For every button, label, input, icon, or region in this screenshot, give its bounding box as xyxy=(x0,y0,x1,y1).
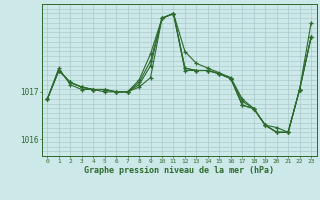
X-axis label: Graphe pression niveau de la mer (hPa): Graphe pression niveau de la mer (hPa) xyxy=(84,166,274,175)
